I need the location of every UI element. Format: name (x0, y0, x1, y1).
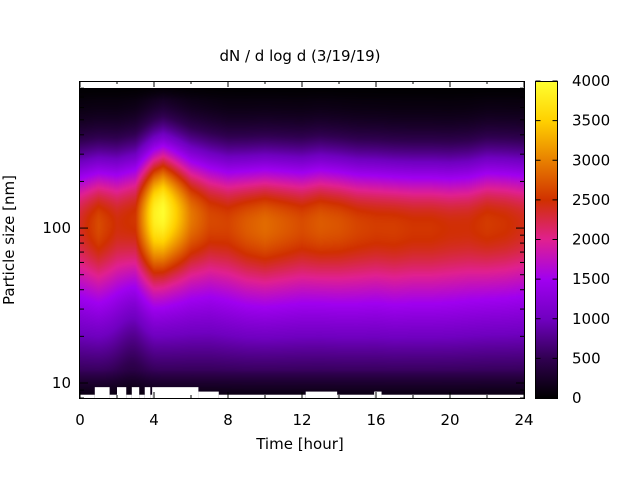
colorbar-tick-label: 2500 (572, 191, 610, 209)
no-data-region (152, 387, 199, 398)
x-tick-label: 4 (149, 411, 159, 429)
chart-title: dN / d log d (3/19/19) (219, 47, 380, 65)
no-data-region (150, 394, 153, 398)
colorbar-ticks: 0 500 1000 1500 2000 2500 3000 3500 4000 (535, 72, 610, 407)
y-tick-label: 100 (42, 219, 71, 237)
no-data-region (337, 394, 375, 398)
no-data-region (80, 394, 95, 398)
colorbar: 0 500 1000 1500 2000 2500 3000 3500 4000 (535, 72, 610, 407)
y-tick-label: 10 (52, 374, 71, 392)
plot-area (79, 81, 525, 399)
no-data-region (144, 387, 151, 398)
colorbar-tick-label: 3500 (572, 112, 610, 130)
x-tick-label: 24 (514, 411, 533, 429)
x-axis: 0 4 8 12 16 20 24 (75, 81, 534, 429)
colorbar-tick-label: 500 (572, 349, 601, 367)
no-data-region (305, 391, 338, 398)
no-data-regions (80, 387, 524, 398)
no-data-region (117, 387, 127, 398)
x-tick-label: 16 (366, 411, 385, 429)
x-tick-label: 20 (440, 411, 459, 429)
colorbar-tick-label: 1000 (572, 310, 610, 328)
no-data-region (374, 391, 382, 398)
y-axis-label: Particle size [nm] (0, 175, 18, 305)
colorbar-tick-label: 0 (572, 389, 582, 407)
x-tick-label: 8 (223, 411, 233, 429)
no-data-region (94, 387, 110, 398)
heatmap-image (80, 88, 524, 398)
x-axis-label: Time [hour] (255, 435, 344, 453)
x-tick-label: 12 (292, 411, 311, 429)
no-data-region (198, 391, 219, 398)
no-data-region (139, 394, 145, 398)
colorbar-tick-label: 3000 (572, 151, 610, 169)
colorbar-tick-label: 1500 (572, 270, 610, 288)
no-data-region (126, 394, 132, 398)
no-data-region (218, 394, 306, 398)
no-data-region (109, 394, 117, 398)
no-data-region (381, 394, 524, 398)
colorbar-tick-label: 2000 (572, 231, 610, 249)
colorbar-tick-label: 4000 (572, 72, 610, 90)
x-tick-label: 0 (75, 411, 85, 429)
no-data-region (131, 387, 140, 398)
y-axis: 10 100 (42, 87, 524, 399)
